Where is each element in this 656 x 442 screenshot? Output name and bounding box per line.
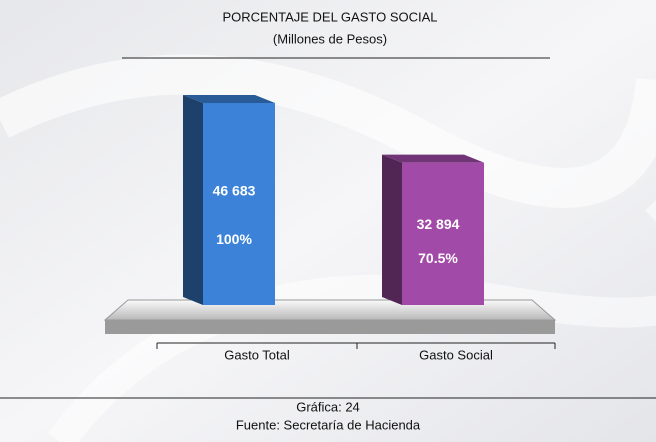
bar-top: [183, 95, 275, 103]
floor-edge: [105, 320, 555, 334]
value-label: 46 683: [213, 183, 256, 199]
background-swirl: [0, 54, 656, 208]
bar-side: [183, 95, 203, 305]
chart-subtitle: (Millones de Pesos): [273, 31, 387, 46]
x-tick-label: Gasto Social: [419, 347, 493, 362]
bar: [203, 103, 275, 305]
bar-side: [382, 154, 402, 305]
caption: Gráfica: 24: [296, 399, 360, 414]
source: Fuente: Secretaría de Hacienda: [236, 417, 421, 432]
value-label: 32 894: [417, 216, 460, 232]
bar: [402, 162, 484, 305]
chart-title: PORCENTAJE DEL GASTO SOCIAL: [222, 9, 437, 24]
x-tick-label: Gasto Total: [224, 347, 290, 362]
share-label: 70.5%: [418, 250, 458, 266]
bar-top: [382, 154, 484, 163]
floor: [103, 299, 557, 321]
share-label: 100%: [216, 231, 252, 247]
